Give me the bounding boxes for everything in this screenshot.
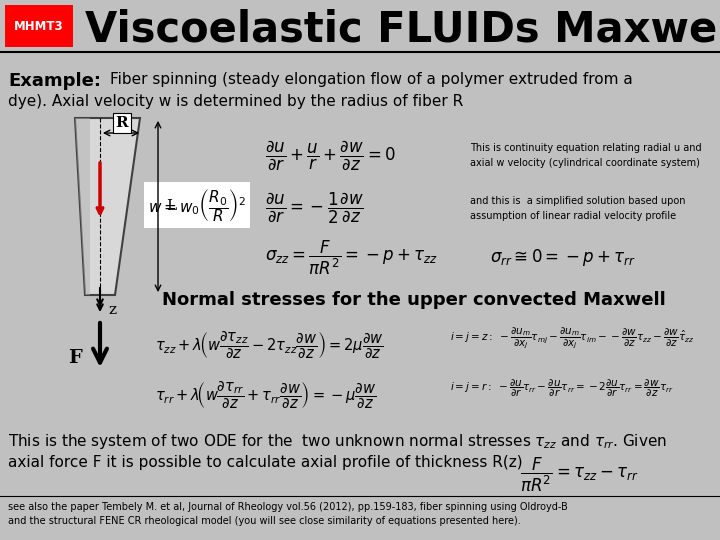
Text: and this is  a simplified solution based upon: and this is a simplified solution based …: [470, 196, 685, 206]
Text: dye). Axial velocity w is determined by the radius of fiber R: dye). Axial velocity w is determined by …: [8, 94, 463, 109]
Text: $\dfrac{\partial u}{\partial r} + \dfrac{u}{r} + \dfrac{\partial w}{\partial z} : $\dfrac{\partial u}{\partial r} + \dfrac…: [265, 138, 396, 172]
Text: see also the paper Tembely M. et al, Journal of Rheology vol.56 (2012), pp.159-1: see also the paper Tembely M. et al, Jou…: [8, 502, 568, 512]
Text: axial force F it is possible to calculate axial profile of thickness R(z): axial force F it is possible to calculat…: [8, 455, 523, 470]
Text: assumption of linear radial velocity profile: assumption of linear radial velocity pro…: [470, 211, 676, 221]
Text: $\tau_{rr} + \lambda\!\left(w\dfrac{\partial \tau_{rr}}{\partial z} + \tau_{rr}\: $\tau_{rr} + \lambda\!\left(w\dfrac{\par…: [155, 380, 376, 410]
Text: $w = w_0\left(\dfrac{R_0}{R}\right)^2$: $w = w_0\left(\dfrac{R_0}{R}\right)^2$: [148, 186, 246, 224]
Text: This is continuity equation relating radial u and: This is continuity equation relating rad…: [470, 143, 701, 153]
Text: F: F: [68, 349, 82, 367]
Text: $\dfrac{F}{\pi R^2} = \tau_{zz} - \tau_{rr}$: $\dfrac{F}{\pi R^2} = \tau_{zz} - \tau_{…: [520, 456, 639, 494]
Text: L: L: [166, 199, 176, 213]
Text: $i=j=r:\ -\dfrac{\partial u}{\partial r}\tau_{rr} - \dfrac{\partial u}{\partial : $i=j=r:\ -\dfrac{\partial u}{\partial r}…: [450, 377, 674, 399]
Text: z: z: [108, 303, 116, 317]
Text: $\sigma_{zz} = \dfrac{F}{\pi R^2} = -p + \tau_{zz}$: $\sigma_{zz} = \dfrac{F}{\pi R^2} = -p +…: [265, 239, 438, 277]
Text: and the structural FENE CR rheological model (you will see close similarity of e: and the structural FENE CR rheological m…: [8, 516, 521, 526]
Text: $\sigma_{rr} \cong 0 = -p + \tau_{rr}$: $\sigma_{rr} \cong 0 = -p + \tau_{rr}$: [490, 247, 636, 268]
Text: Normal stresses for the upper convected Maxwell: Normal stresses for the upper convected …: [162, 291, 666, 309]
Text: Example:: Example:: [8, 72, 101, 90]
Text: Viscoelastic FLUIDs Maxwell: Viscoelastic FLUIDs Maxwell: [85, 9, 720, 51]
Text: $\dfrac{\partial u}{\partial r} = -\dfrac{1}{2}\dfrac{\partial w}{\partial z}$: $\dfrac{\partial u}{\partial r} = -\dfra…: [265, 191, 364, 226]
Text: This is the system of two ODE for the  two unknown normal stresses $\tau_{zz}$ a: This is the system of two ODE for the tw…: [8, 432, 667, 451]
Polygon shape: [75, 118, 140, 295]
Polygon shape: [75, 118, 90, 295]
Text: Fiber spinning (steady elongation flow of a polymer extruded from a: Fiber spinning (steady elongation flow o…: [110, 72, 633, 87]
Text: axial w velocity (cylindrical coordinate system): axial w velocity (cylindrical coordinate…: [470, 158, 700, 168]
Text: $\tau_{zz} + \lambda\!\left(w\dfrac{\partial \tau_{zz}}{\partial z} - 2\tau_{zz}: $\tau_{zz} + \lambda\!\left(w\dfrac{\par…: [155, 329, 384, 361]
Bar: [5, 5, 73, 47]
Text: R: R: [116, 116, 128, 130]
Text: $i=j=z:\  -\dfrac{\partial u_m}{\partial x_j}\tau_{mj} - \dfrac{\partial u_m}{\p: $i=j=z:\ -\dfrac{\partial u_m}{\partial …: [450, 325, 694, 350]
Text: MHMT3: MHMT3: [14, 19, 64, 32]
